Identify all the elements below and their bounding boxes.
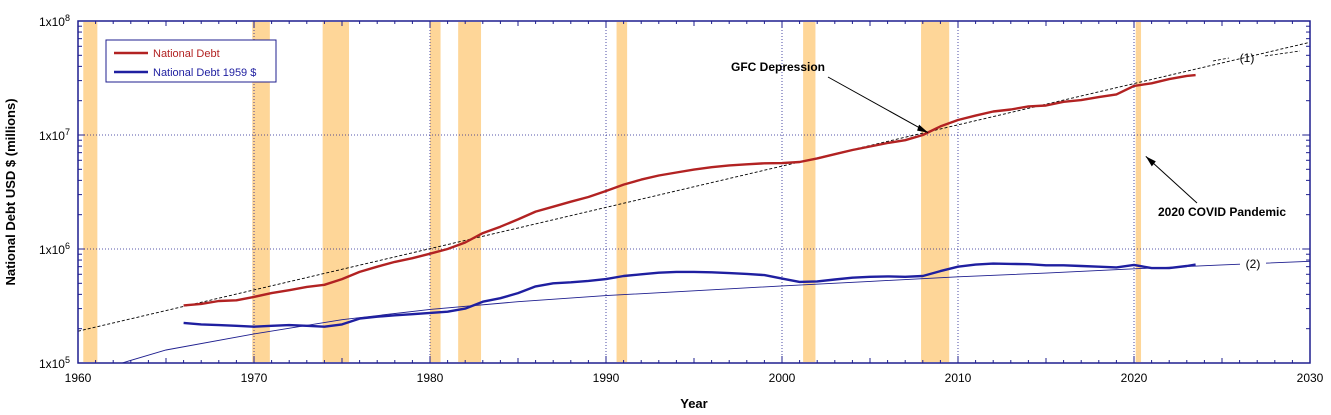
y-tick-label: 1x105 [39,355,70,371]
recession-band [1135,22,1142,362]
x-tick-label: 1960 [65,371,92,385]
axis-ticks [77,21,1311,364]
recession-band [803,22,816,362]
y-tick-exponent: 6 [65,241,70,251]
annotation-covid: 2020 COVID Pandemic [1158,205,1286,219]
x-tick-label: 1990 [593,371,620,385]
annotation-gfc-arrow [827,76,929,134]
annotation-gfc-arrowhead [917,124,929,133]
recession-band [921,22,950,362]
y-tick-exponent: 7 [65,127,70,137]
series-line-1 [183,73,1196,307]
recession-band [83,22,98,362]
trend-lines: (1) (2) [78,41,1310,363]
data-series [183,73,1196,328]
gridlines [78,21,1310,363]
y-tick-base: 1x10 [39,243,65,257]
axis-labels: 1960 1970 1980 1990 2000 2010 2020 20301x1051x1… [3,13,1324,411]
x-tick-label: 2020 [1121,371,1148,385]
recession-band [458,22,482,362]
x-tick-label: 2000 [769,371,796,385]
x-tick-label: 2010 [945,371,972,385]
y-tick-label: 1x106 [39,241,70,257]
recession-band [430,22,441,362]
recession-band [616,22,628,362]
y-tick-base: 1x10 [39,357,65,371]
annotation-covid-arrowhead [1145,156,1156,167]
trend-label-1-leader [1212,57,1230,62]
trend-line-2 [119,260,1310,363]
trend-label-1: (1) [1240,51,1255,65]
trend-label-2-bg [1240,256,1266,270]
trend-line-1 [78,41,1310,332]
legend-label: National Debt [153,48,220,60]
x-axis-title: Year [680,396,707,411]
y-tick-exponent: 5 [65,355,70,365]
legend: National Debt National Debt 1959 $ [105,39,277,83]
recession-bands [83,22,1142,362]
x-tick-label: 1980 [417,371,444,385]
y-axis-title: National Debt USD $ (millions) [3,98,18,285]
recession-band [322,22,350,362]
annotations: GFC Depression 2020 COVID Pandemic [731,60,1286,219]
y-tick-label: 1x108 [39,13,70,29]
y-tick-base: 1x10 [39,129,65,143]
legend-box [105,39,277,83]
recession-band [252,22,270,362]
trend-label-1-leader [1264,50,1301,57]
legend-label: National Debt 1959 $ [153,67,256,79]
y-tick-label: 1x107 [39,127,70,143]
series-line-2 [183,262,1196,328]
x-tick-label: 1970 [241,371,268,385]
trend-label-2: (2) [1246,257,1261,271]
y-tick-base: 1x10 [39,15,65,29]
y-tick-exponent: 8 [65,13,70,23]
annotation-covid-arrow [1145,155,1198,204]
x-tick-label: 2030 [1297,371,1324,385]
annotation-gfc: GFC Depression [731,60,825,74]
